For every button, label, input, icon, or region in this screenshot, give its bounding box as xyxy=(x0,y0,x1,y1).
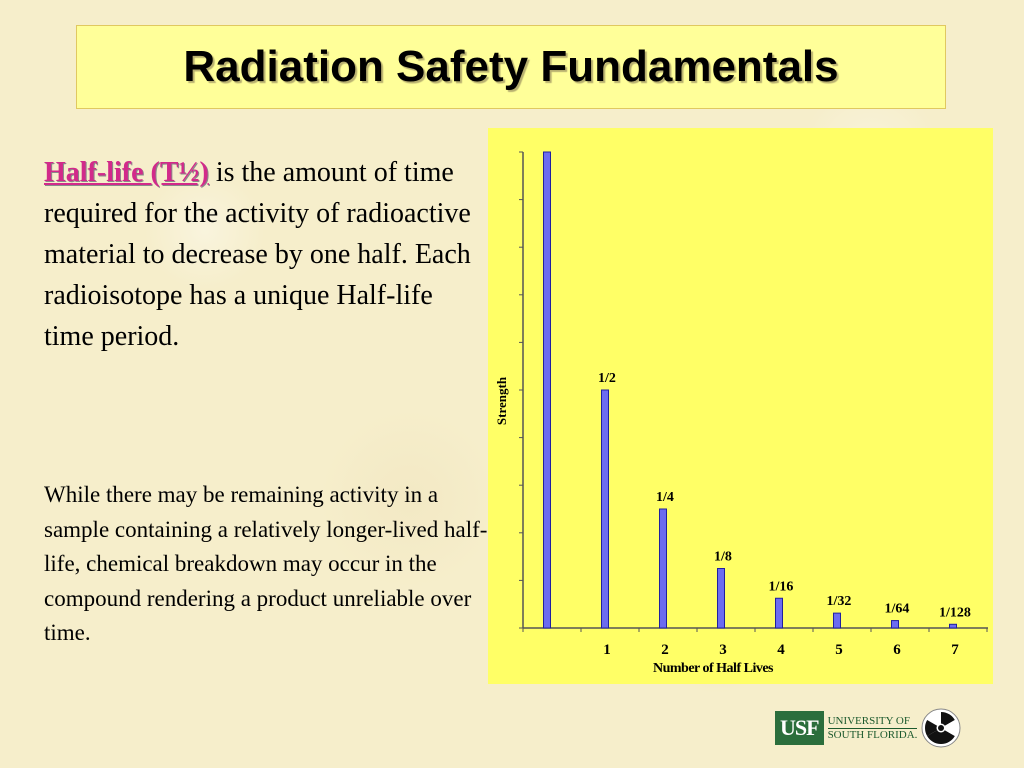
x-tick-label-1: 1 xyxy=(603,642,611,658)
bar-3 xyxy=(717,568,725,629)
x-tick-label-7: 7 xyxy=(951,642,959,658)
usf-name-line1: UNIVERSITY OF xyxy=(827,714,910,727)
bar-label-2: 1/4 xyxy=(656,490,674,505)
bar-label-1: 1/2 xyxy=(598,371,616,386)
x-tick-label-6: 6 xyxy=(893,642,901,658)
chart-labels: 1/2 1/4 1/8 1/16 1/32 1/64 1/128 1 2 3 4 5 6 7 Number … xyxy=(494,371,971,676)
bar-label-5: 1/32 xyxy=(827,594,852,609)
chemical-breakdown-note: While there may be remaining activity in… xyxy=(44,482,488,645)
radiation-trefoil-icon xyxy=(921,708,961,748)
bar-5 xyxy=(833,612,841,629)
bar-label-6: 1/64 xyxy=(885,602,910,617)
usf-logo: USF UNIVERSITY OF SOUTH FLORIDA. xyxy=(775,708,970,748)
chart-bars xyxy=(543,151,957,629)
slide-title: Radiation Safety Fundamentals xyxy=(183,42,839,91)
bar-0 xyxy=(543,151,551,629)
bar-4 xyxy=(775,597,783,629)
half-life-chart: 1/2 1/4 1/8 1/16 1/32 1/64 1/128 1 2 3 4 5 6 7 Number … xyxy=(488,128,993,684)
usf-name: UNIVERSITY OF SOUTH FLORIDA. xyxy=(827,714,918,742)
half-life-term: Half-life (T½) xyxy=(44,157,209,188)
title-box: Radiation Safety Fundamentals xyxy=(76,25,946,109)
bar-label-7: 1/128 xyxy=(939,605,971,620)
x-tick-label-3: 3 xyxy=(719,642,727,658)
usf-name-line2: SOUTH FLORIDA. xyxy=(827,727,918,741)
half-life-definition: Half-life (T½) is the amount of time req… xyxy=(44,152,484,357)
bar-label-3: 1/8 xyxy=(714,550,732,565)
x-tick-label-4: 4 xyxy=(777,642,785,658)
usf-mark: USF xyxy=(775,711,824,745)
bar-label-4: 1/16 xyxy=(769,579,794,594)
bar-2 xyxy=(659,508,667,629)
chart-axes xyxy=(519,151,988,632)
bar-6 xyxy=(891,620,899,629)
bar-7 xyxy=(949,623,957,629)
y-axis-label: Strength xyxy=(494,376,509,425)
chart-svg: 1/2 1/4 1/8 1/16 1/32 1/64 1/128 1 2 3 4 5 6 7 Number … xyxy=(494,151,988,676)
x-tick-label-2: 2 xyxy=(661,642,669,658)
x-axis-label: Number of Half Lives xyxy=(653,661,774,676)
bar-1 xyxy=(601,389,609,629)
x-tick-label-5: 5 xyxy=(835,642,843,658)
half-life-definition-text: is the amount of time required for the a… xyxy=(44,157,471,352)
